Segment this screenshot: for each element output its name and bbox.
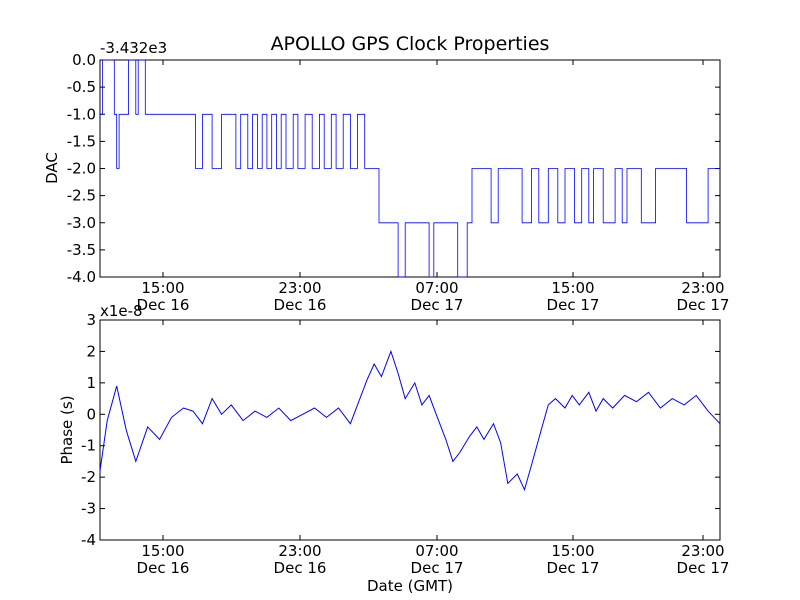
y-tick-label: 0.0 xyxy=(72,51,96,69)
x-tick-label-time: 07:00 xyxy=(415,542,458,560)
x-tick-label-time: 15:00 xyxy=(551,279,594,297)
y-tick-label: -3.5 xyxy=(67,241,96,259)
phase-plot-frame xyxy=(99,319,721,541)
y-tick-label: -1.5 xyxy=(67,132,96,150)
x-tick-label-time: 23:00 xyxy=(681,542,724,560)
x-tick-label-time: 23:00 xyxy=(278,279,321,297)
x-tick-label-time: 23:00 xyxy=(681,279,724,297)
y-tick-label: -1 xyxy=(81,437,96,455)
dac-series-line xyxy=(100,59,720,278)
x-tick-label-date: Dec 17 xyxy=(411,296,464,314)
chart-title: APOLLO GPS Clock Properties xyxy=(271,33,550,55)
x-tick-label-date: Dec 16 xyxy=(137,296,190,314)
x-tick-label-time: 15:00 xyxy=(141,542,184,560)
y-tick-label: 0 xyxy=(86,405,96,423)
y-tick-label: -1.0 xyxy=(67,105,96,123)
x-tick-label-date: Dec 16 xyxy=(274,559,327,577)
y-tick-label: 2 xyxy=(86,342,96,360)
x-tick-label-date: Dec 16 xyxy=(137,559,190,577)
y-tick-label: -4.0 xyxy=(67,268,96,286)
x-tick-label-time: 23:00 xyxy=(278,542,321,560)
y-tick-label: -2.5 xyxy=(67,187,96,205)
y-tick-label: -4 xyxy=(81,531,96,549)
y-tick-label: -2.0 xyxy=(67,160,96,178)
x-tick-label-time: 15:00 xyxy=(141,279,184,297)
phase-y-ticks: 3 2 1 0 -1 -2 -3 -4 xyxy=(81,311,720,549)
x-tick-label-date: Dec 16 xyxy=(274,296,327,314)
phase-series-line xyxy=(99,349,721,492)
x-tick-label-time: 07:00 xyxy=(415,279,458,297)
y-tick-label: 1 xyxy=(86,374,96,392)
dac-offset-text: -3.432e3 xyxy=(100,39,167,57)
x-tick-label-date: Dec 17 xyxy=(411,559,464,577)
x-tick-label-time: 15:00 xyxy=(551,542,594,560)
x-axis-label: Date (GMT) xyxy=(367,577,453,595)
x-tick-label-date: Dec 17 xyxy=(547,296,600,314)
y-tick-label: 3 xyxy=(86,311,96,329)
dac-y-axis-label: DAC xyxy=(43,152,61,184)
x-tick-label-date: Dec 17 xyxy=(677,559,730,577)
x-tick-label-date: Dec 17 xyxy=(677,296,730,314)
x-tick-label-date: Dec 17 xyxy=(547,559,600,577)
phase-offset-text: x1e-8 xyxy=(100,302,143,320)
y-tick-label: -2 xyxy=(81,468,96,486)
y-tick-label: -3 xyxy=(81,500,96,518)
y-tick-label: -3.0 xyxy=(67,214,96,232)
y-tick-label: -0.5 xyxy=(67,78,96,96)
phase-y-axis-label: Phase (s) xyxy=(58,395,76,464)
dac-y-ticks: 0.0 -0.5 -1.0 -1.5 -2.0 -2.5 -3.0 -3.5 -4.0 xyxy=(67,51,720,286)
dac-panel: -3.432e3 DAC 0.0 -0.5 -1.0 -1.5 -2.0 -2.5 -3.0… xyxy=(43,39,729,314)
